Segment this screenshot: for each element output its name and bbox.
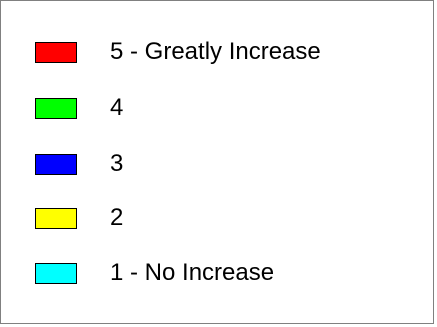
legend-entry: 4 bbox=[35, 96, 123, 120]
legend-entry: 3 bbox=[35, 152, 123, 176]
legend-label: 5 - Greatly Increase bbox=[110, 38, 321, 65]
legend-label: 3 bbox=[110, 150, 124, 177]
legend-swatch bbox=[35, 41, 77, 63]
legend-swatch bbox=[35, 97, 77, 119]
legend-swatch bbox=[35, 262, 77, 284]
legend-swatch bbox=[35, 153, 77, 175]
legend-label: 2 bbox=[110, 204, 124, 231]
legend-entry: 2 bbox=[35, 206, 123, 230]
legend-label: 1 - No Increase bbox=[110, 259, 275, 286]
legend-entry: 5 - Greatly Increase bbox=[35, 40, 321, 64]
legend-swatch bbox=[35, 207, 77, 229]
legend-entry: 1 - No Increase bbox=[35, 261, 274, 285]
legend-label: 4 bbox=[110, 94, 124, 121]
